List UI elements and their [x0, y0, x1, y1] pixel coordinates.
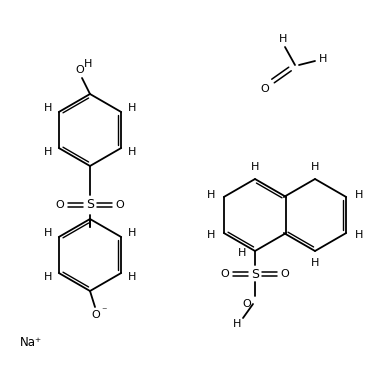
Text: H: H	[128, 272, 136, 282]
Text: O: O	[243, 299, 251, 309]
Text: O: O	[91, 310, 100, 320]
Text: H: H	[44, 272, 52, 282]
Text: O: O	[75, 65, 84, 75]
Text: H: H	[279, 34, 287, 44]
Text: H: H	[128, 147, 136, 157]
Text: H: H	[238, 248, 246, 258]
Text: S: S	[251, 268, 259, 280]
Text: H: H	[355, 230, 363, 240]
Text: H: H	[44, 147, 52, 157]
Text: O: O	[261, 84, 269, 94]
Text: H: H	[233, 319, 241, 329]
Text: H: H	[206, 190, 215, 200]
Text: S: S	[86, 198, 94, 212]
Text: H: H	[206, 230, 215, 240]
Text: O: O	[56, 200, 65, 210]
Text: Na⁺: Na⁺	[20, 336, 42, 348]
Text: H: H	[44, 228, 52, 238]
Text: H: H	[44, 103, 52, 113]
Text: H: H	[311, 162, 319, 172]
Text: O: O	[281, 269, 289, 279]
Text: H: H	[251, 162, 259, 172]
Text: H: H	[311, 258, 319, 268]
Text: H: H	[319, 54, 327, 64]
Text: O: O	[116, 200, 124, 210]
Text: ⁻: ⁻	[101, 306, 107, 316]
Text: H: H	[355, 190, 363, 200]
Text: H: H	[128, 103, 136, 113]
Text: H: H	[128, 228, 136, 238]
Text: H: H	[84, 59, 92, 69]
Text: O: O	[221, 269, 230, 279]
